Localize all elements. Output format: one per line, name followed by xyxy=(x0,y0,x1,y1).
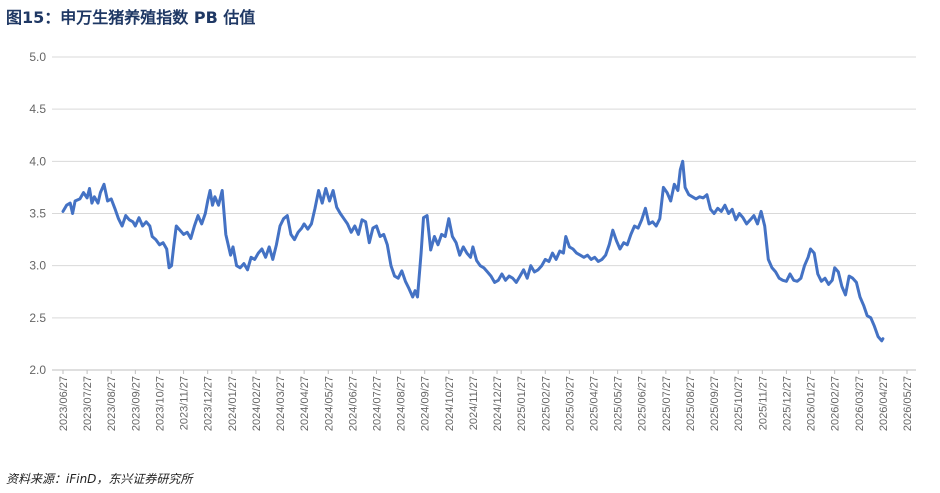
x-tick-label: 2023/12/27 xyxy=(203,376,215,431)
x-tick-label: 2025/04/27 xyxy=(589,376,601,431)
x-tick-label: 2023/11/27 xyxy=(179,376,191,430)
x-tick-label: 2024/03/27 xyxy=(275,376,287,431)
y-tick-label: 3.5 xyxy=(29,207,46,221)
x-tick-label: 2025/03/27 xyxy=(564,376,576,431)
x-tick-label: 2024/07/27 xyxy=(371,376,383,431)
x-tick-label: 2024/09/27 xyxy=(420,376,432,431)
x-tick-label: 2023/10/27 xyxy=(154,376,166,431)
y-tick-label: 2.0 xyxy=(29,363,46,377)
x-tick-label: 2025/09/27 xyxy=(709,376,721,431)
x-tick-label: 2025/07/27 xyxy=(661,376,673,431)
x-tick-label: 2026/05/27 xyxy=(902,376,914,431)
x-tick-label: 2023/08/27 xyxy=(106,376,118,431)
x-tick-label: 2025/05/27 xyxy=(613,376,625,431)
grid-lines xyxy=(52,56,916,371)
x-tick-label: 2024/08/27 xyxy=(396,376,408,431)
x-axis-labels: 2023/06/27 2023/07/27 2023/08/27 2023/09/27… xyxy=(58,370,914,431)
x-tick-label: 2025/02/27 xyxy=(540,376,552,431)
x-tick-label: 2025/12/27 xyxy=(781,376,793,431)
x-tick-label: 2025/08/27 xyxy=(685,376,697,431)
x-tick-label: 2025/06/27 xyxy=(637,376,649,431)
x-tick-label: 2024/10/27 xyxy=(444,376,456,431)
source-note: 资料来源：iFinD，东兴证券研究所 xyxy=(6,472,193,486)
y-tick-label: 2.5 xyxy=(29,311,46,325)
y-tick-label: 5.0 xyxy=(29,50,46,64)
x-tick-label: 2026/01/27 xyxy=(806,376,818,431)
x-tick-label: 2025/10/27 xyxy=(733,376,745,431)
y-tick-label: 4.0 xyxy=(29,154,46,168)
x-tick-label: 2024/12/27 xyxy=(492,376,504,431)
x-tick-label: 2024/05/27 xyxy=(323,376,335,431)
x-tick-label: 2026/03/27 xyxy=(854,376,866,431)
x-tick-label: 2023/06/27 xyxy=(58,376,70,431)
x-tick-label: 2025/11/27 xyxy=(757,376,769,430)
x-tick-label: 2026/04/27 xyxy=(878,376,890,431)
series xyxy=(61,159,885,343)
x-tick-label: 2024/11/27 xyxy=(468,376,480,430)
x-tick-label: 2023/07/27 xyxy=(82,376,94,431)
y-axis-labels: 5.0 4.5 4.0 3.5 3.0 2.5 2.0 xyxy=(29,50,46,377)
x-tick-label: 2023/09/27 xyxy=(130,376,142,431)
chart-title: 图15：申万生猪养殖指数 PB 估值 xyxy=(6,8,256,27)
y-tick-label: 3.0 xyxy=(29,259,46,273)
x-tick-label: 2026/02/27 xyxy=(830,376,842,431)
x-tick-label: 2024/01/27 xyxy=(227,376,239,431)
x-tick-label: 2025/01/27 xyxy=(516,376,528,431)
series-line-pb xyxy=(61,159,885,343)
x-tick-label: 2024/06/27 xyxy=(347,376,359,431)
x-tick-label: 2024/02/27 xyxy=(251,376,263,431)
x-tick-label: 2024/04/27 xyxy=(299,376,311,431)
y-tick-label: 4.5 xyxy=(29,102,46,116)
